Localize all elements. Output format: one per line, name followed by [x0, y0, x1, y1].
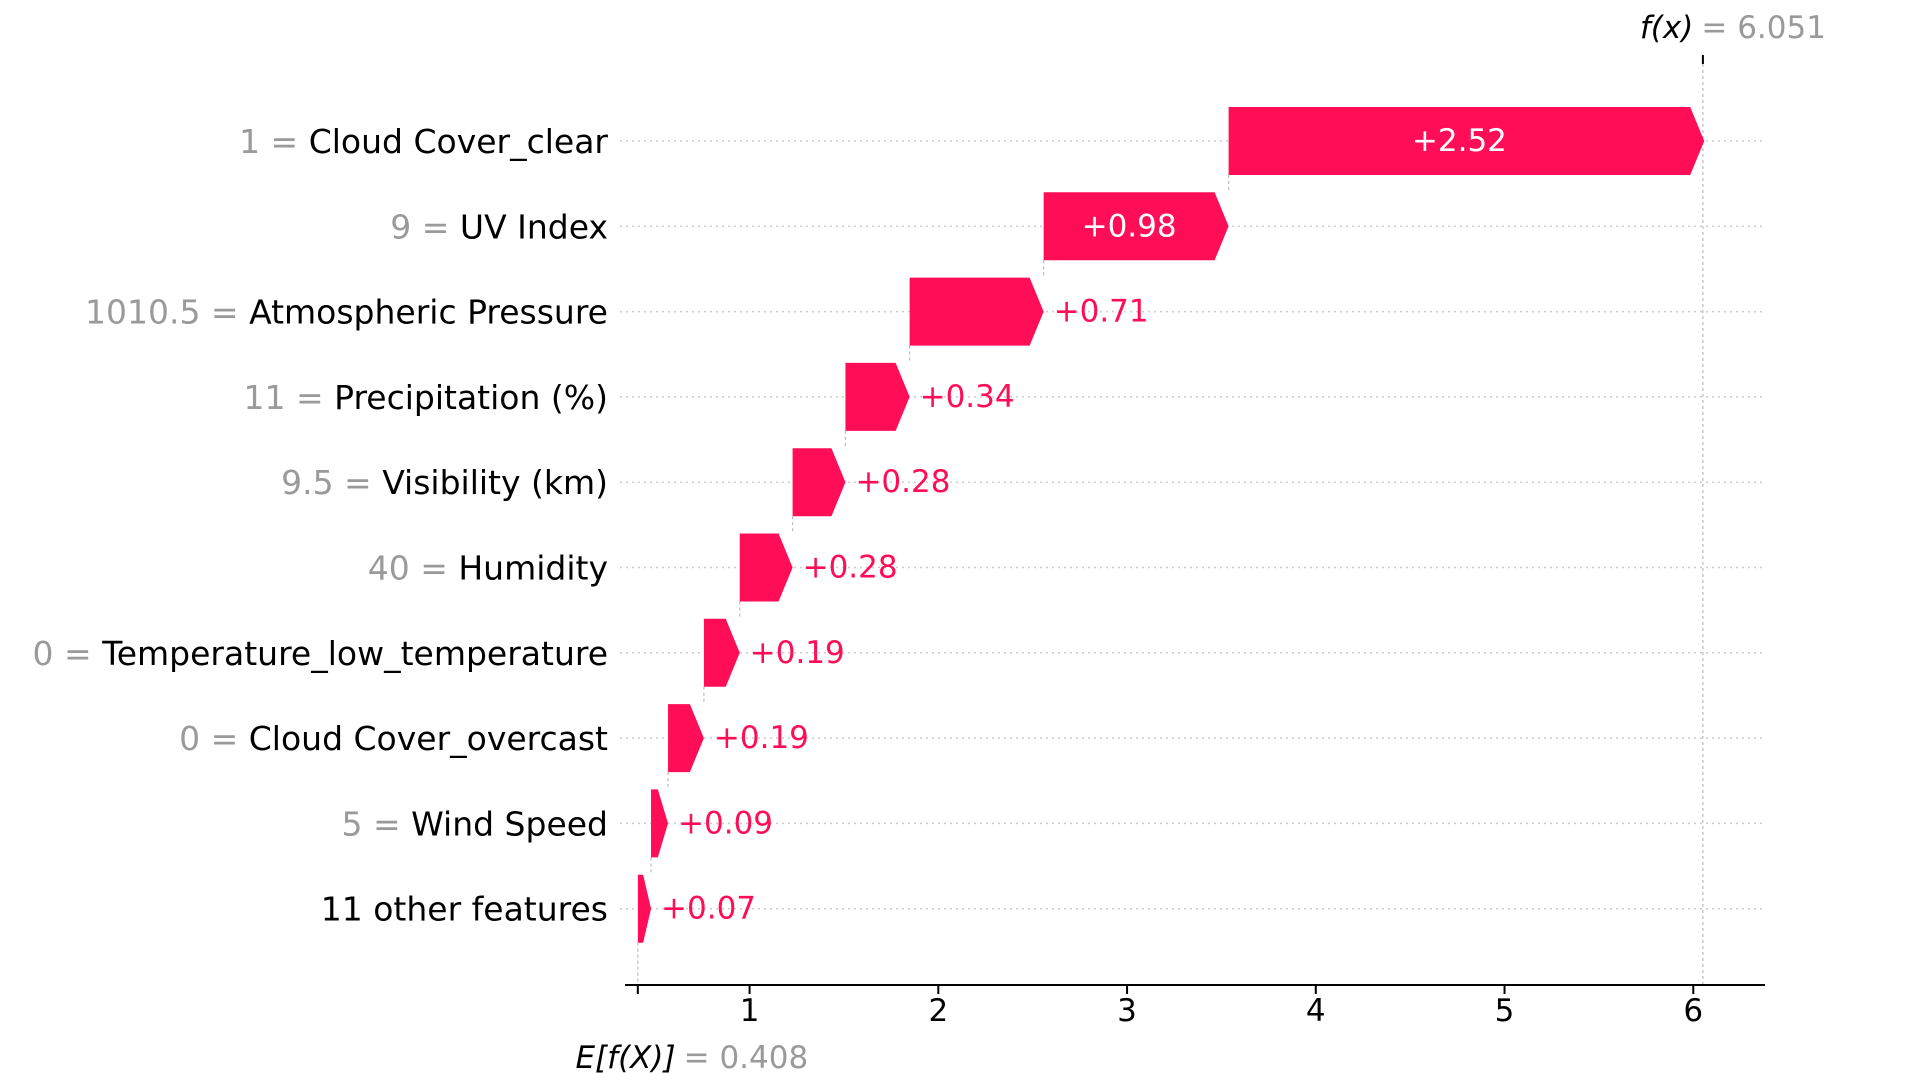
feature-value: 1 [239, 122, 260, 161]
contribution-bar [739, 533, 793, 602]
base-value-annotation-value: = 0.408 [684, 1040, 809, 1073]
feature-row-label: 1 = Cloud Cover_clear [239, 122, 608, 161]
feature-name: Humidity [458, 548, 608, 587]
feature-row-label: 9 = UV Index [390, 207, 608, 246]
feature-name: Precipitation (%) [334, 377, 608, 416]
contribution-label: +0.28 [855, 464, 950, 500]
feature-name: Wind Speed [411, 804, 608, 843]
equals-sign: = [200, 292, 249, 331]
x-tick-label: 6 [1683, 993, 1703, 1029]
output-value-annotation: f(x) = 6.051 [1640, 10, 1826, 46]
feature-row-label: 11 = Precipitation (%) [243, 377, 608, 416]
output-value-annotation-part: ( [1651, 10, 1665, 46]
feature-row-label: 9.5 = Visibility (km) [281, 463, 608, 502]
feature-row-label: 0 = Temperature_low_temperature [33, 633, 608, 672]
feature-value: 9 [390, 207, 411, 246]
x-tick-label: 5 [1495, 993, 1515, 1029]
contribution-bar [668, 704, 704, 773]
equals-sign: = [334, 463, 383, 502]
feature-name: Cloud Cover_clear [309, 122, 609, 161]
contribution-label: +0.71 [1054, 294, 1149, 330]
feature-name: UV Index [460, 207, 608, 246]
contribution-bar [845, 362, 910, 431]
contribution-label: +0.09 [678, 805, 773, 841]
x-tick-label: 2 [928, 993, 948, 1029]
x-tick-label: 1 [740, 993, 760, 1029]
contribution-bar [651, 789, 669, 858]
contribution-label: +0.19 [714, 720, 809, 756]
feature-row-label: 11 other features [321, 889, 608, 928]
contribution-bar [637, 874, 652, 943]
bars-layer [637, 107, 1705, 943]
feature-value: 1010.5 [85, 292, 200, 331]
base-value-annotation-part: )] [649, 1040, 675, 1073]
equals-sign: = [410, 548, 459, 587]
output-value-annotation-value: = 6.051 [1701, 10, 1826, 46]
feature-row-label: 5 = Wind Speed [341, 804, 608, 843]
contribution-label: +0.07 [661, 891, 756, 927]
base-value-annotation: E[f(X)] = 0.408 [575, 1040, 808, 1073]
base-value-annotation-part: E[ [575, 1040, 609, 1073]
x-tick-label: 4 [1306, 993, 1326, 1029]
contribution-bar [792, 448, 846, 517]
equals-sign: = [200, 719, 249, 758]
equals-sign: = [362, 804, 411, 843]
contribution-label: +0.28 [803, 550, 898, 586]
contribution-label: +0.98 [1082, 208, 1177, 244]
contribution-label: +0.34 [920, 379, 1015, 415]
contribution-bar [909, 277, 1044, 346]
feature-name: Visibility (km) [382, 463, 608, 502]
x-tick-label: 3 [1117, 993, 1137, 1029]
feature-name: Cloud Cover_overcast [249, 719, 608, 758]
feature-name: Atmospheric Pressure [249, 292, 608, 331]
contribution-label: +2.52 [1412, 123, 1507, 159]
equals-sign: = [54, 633, 103, 672]
base-value-annotation-part: X [628, 1040, 652, 1073]
feature-value: 9.5 [281, 463, 333, 502]
feature-value: 0 [33, 633, 54, 672]
feature-value: 5 [341, 804, 362, 843]
feature-row-label: 40 = Humidity [368, 548, 608, 587]
feature-row-label: 1010.5 = Atmospheric Pressure [85, 292, 608, 331]
contribution-bar [1228, 107, 1705, 175]
contribution-bar [1043, 192, 1229, 261]
output-value-annotation-part: x [1662, 10, 1682, 46]
feature-name: 11 other features [321, 889, 608, 928]
equals-sign: = [285, 377, 334, 416]
equals-sign: = [260, 122, 309, 161]
feature-value: 40 [368, 548, 410, 587]
feature-name: Temperature_low_temperature [101, 633, 608, 672]
feature-value: 0 [179, 719, 200, 758]
base-value-annotation-part: ( [618, 1040, 632, 1073]
contribution-bar [703, 618, 740, 687]
contribution-label: +0.19 [750, 635, 845, 671]
feature-value: 11 [243, 377, 285, 416]
x-axis: 1 2 3 4 5 6 [625, 984, 1765, 1029]
equals-sign: = [411, 207, 460, 246]
output-value-annotation-part: ) [1679, 10, 1693, 46]
labels-layer: +2.52 1 = Cloud Cover_clear +0.98 9 = UV In… [33, 122, 1507, 929]
feature-row-label: 0 = Cloud Cover_overcast [179, 719, 608, 758]
